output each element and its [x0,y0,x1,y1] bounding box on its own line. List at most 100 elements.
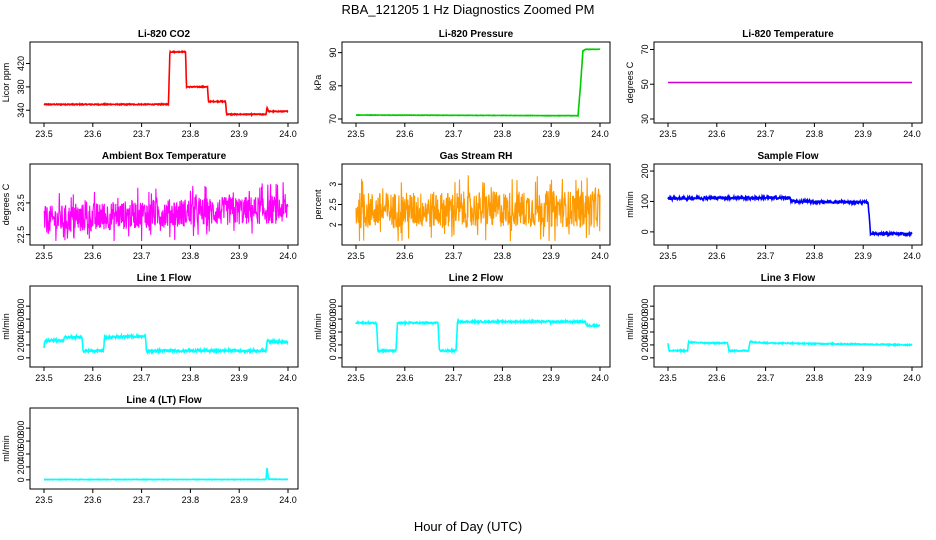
series-line [43,332,289,356]
y-tick-label: 3 [328,182,338,187]
x-tick-label: 23.8 [494,373,512,383]
x-tick-label: 23.7 [133,251,151,261]
panel-line-2-flow: Line 2 Flow 23.5 23.6 23.7 23.8 23.9 24.0 0 2004… [313,273,611,383]
y-axis-label: Licor ppm [1,63,11,103]
y-axis-label: ml/min [1,435,11,462]
panel-li-820-co2: Li-820 CO2 23.5 23.6 23.7 23.8 23.9 24.0 340 380… [1,29,299,139]
panel-title: Li-820 CO2 [138,29,191,40]
y-tick-label: 400 [328,324,338,339]
x-tick-label: 23.6 [396,373,414,383]
y-tick-label: 200 [640,164,650,179]
x-tick-label: 23.5 [35,251,53,261]
x-tick-label: 23.7 [133,495,151,505]
panel-title: Line 1 Flow [137,273,192,284]
y-axis-label: degrees C [625,61,635,103]
x-tick-label: 23.7 [133,129,151,139]
panel-title: Ambient Box Temperature [102,151,227,162]
y-axis: 22.53 [328,182,342,227]
x-tick-label: 23.8 [806,373,824,383]
panel-line-3-flow: Line 3 Flow 23.5 23.6 23.7 23.8 23.9 24.0 0 2004… [625,273,923,383]
y-tick-label: 600 [16,434,26,449]
series-line [355,175,601,242]
x-tick-label: 24.0 [591,251,609,261]
x-tick-label: 24.0 [279,129,297,139]
x-tick-label: 23.8 [806,129,824,139]
panel-title: Li-820 Pressure [439,29,514,40]
x-tick-label: 23.5 [347,251,365,261]
series-line [667,339,913,354]
x-tick-label: 23.8 [182,251,200,261]
y-axis: 0 100 200 [640,164,654,234]
y-tick-label: 800 [16,421,26,436]
y-axis-label: ml/min [625,313,635,340]
y-tick-label: 800 [640,299,650,314]
y-tick-label: 0 [16,477,26,482]
panel-grid: Li-820 CO2 23.5 23.6 23.7 23.8 23.9 24.0 340 3 80… [1,29,923,505]
y-axis: 70 80 90 [328,48,342,124]
y-tick-label: 0 [640,355,650,360]
x-tick-label: 24.0 [279,251,297,261]
x-tick-label: 23.6 [708,373,726,383]
plot-frame [341,41,611,124]
series-line [355,48,601,118]
x-tick-label: 23.5 [35,129,53,139]
y-tick-label: 200 [328,337,338,352]
panel-title: Line 4 (LT) Flow [126,395,202,406]
x-tick-label: 23.8 [182,495,200,505]
x-tick-label: 24.0 [903,373,921,383]
y-tick-label: 100 [640,194,650,209]
series-line [43,49,289,118]
x-axis: 23.5 23.6 23.7 23.8 23.9 24.0 [347,123,609,139]
plot-frame [29,407,299,490]
x-tick-label: 23.8 [494,129,512,139]
x-tick-label: 23.6 [396,129,414,139]
x-tick-label: 23.6 [396,251,414,261]
series-line [43,467,289,482]
y-axis-label: percent [313,189,323,220]
x-tick-label: 23.8 [182,129,200,139]
x-tick-label: 23.7 [133,373,151,383]
x-tick-label: 23.8 [182,373,200,383]
series-line [355,317,601,355]
y-tick-label: 800 [16,299,26,314]
x-tick-label: 24.0 [591,129,609,139]
panel-title: Line 2 Flow [449,273,504,284]
y-tick-label: 0 [328,355,338,360]
panel-li-820-pressure: Li-820 Pressure 23.5 23.6 23.7 23.8 23.9 24.0 7… [313,29,611,139]
y-tick-label: 200 [16,337,26,352]
y-tick-label: 420 [16,56,26,71]
x-tick-label: 23.9 [230,251,248,261]
y-tick-label: 800 [328,299,338,314]
x-tick-label: 23.8 [806,251,824,261]
x-axis: 23.5 23.6 23.7 23.8 23.9 24.0 [659,245,921,261]
plot-frame [29,285,299,368]
x-tick-label: 23.9 [230,495,248,505]
y-tick-label: 50 [640,79,650,89]
y-axis-label: ml/min [625,191,635,218]
y-axis-label: ml/min [313,313,323,340]
x-tick-label: 24.0 [903,129,921,139]
y-tick-label: 80 [328,81,338,91]
plot-frame [29,163,299,246]
x-tick-label: 23.7 [445,373,463,383]
x-tick-label: 23.6 [708,251,726,261]
x-tick-label: 23.9 [854,129,872,139]
x-axis: 23.5 23.6 23.7 23.8 23.9 24.0 [35,123,297,139]
x-tick-label: 23.6 [84,251,102,261]
y-axis-label: kPa [313,75,323,91]
x-axis: 23.5 23.6 23.7 23.8 23.9 24.0 [35,245,297,261]
x-axis: 23.5 23.6 23.7 23.8 23.9 24.0 [35,367,297,383]
y-tick-label: 340 [16,103,26,118]
x-tick-label: 23.5 [659,251,677,261]
x-tick-label: 23.9 [230,129,248,139]
x-axis: 23.5 23.6 23.7 23.8 23.9 24.0 [347,367,609,383]
panel-title: Li-820 Temperature [742,29,834,40]
plot-frame [29,41,299,124]
series-line [667,193,913,238]
panel-li-820-temperature: Li-820 Temperature 23.5 23.6 23.7 23.8 23.9 24… [625,29,923,139]
x-tick-label: 23.8 [494,251,512,261]
